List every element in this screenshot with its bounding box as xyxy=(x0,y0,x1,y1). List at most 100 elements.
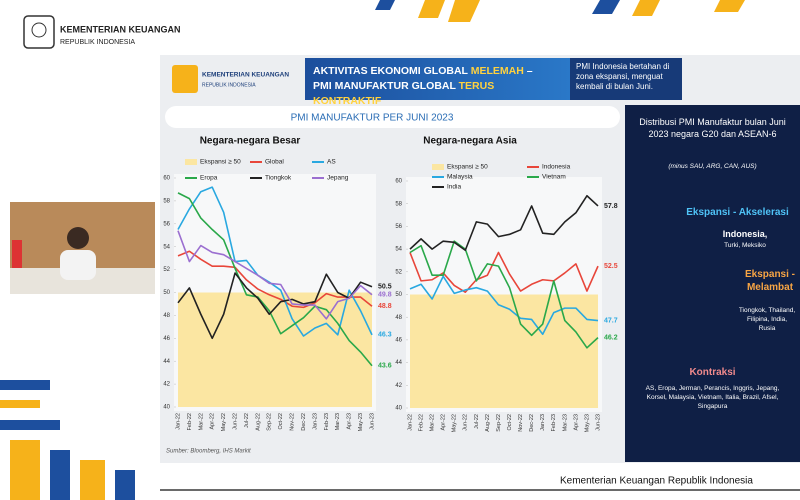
headline-highlight: MELEMAH xyxy=(470,65,524,77)
x-tick-label: Feb-22 xyxy=(419,414,425,431)
y-tick-label: 46 xyxy=(163,336,170,342)
y-tick-label: 50 xyxy=(163,290,170,296)
pie-category: Ekspansi - Melambat xyxy=(744,269,796,293)
logo xyxy=(23,15,55,49)
x-tick-label: Feb-23 xyxy=(324,413,330,430)
y-tick-label: 60 xyxy=(163,176,170,182)
x-tick-label: Mar-22 xyxy=(430,414,436,431)
end-label: 49.8 xyxy=(378,292,392,299)
series-line xyxy=(177,272,373,340)
x-tick-label: Aug-22 xyxy=(485,414,491,432)
end-label: 52.5 xyxy=(604,263,618,270)
y-tick-label: 44 xyxy=(395,360,402,366)
chart-title: Negara-negara Asia xyxy=(423,136,517,147)
pie-members: Turki, Meksiko xyxy=(724,242,766,249)
y-tick-label: 56 xyxy=(163,221,170,227)
series-line xyxy=(409,240,599,349)
legend-label: Indonesia xyxy=(542,164,571,171)
x-tick-label: Jul-22 xyxy=(474,414,480,429)
y-tick-label: 40 xyxy=(395,406,402,412)
decor xyxy=(115,470,135,500)
x-tick-label: Oct-22 xyxy=(278,413,284,430)
legend-label: Malaysia xyxy=(447,174,473,181)
decor xyxy=(632,0,660,16)
slide-logo xyxy=(172,65,198,93)
decor xyxy=(375,0,395,10)
slide-title-bg xyxy=(165,106,620,128)
legend-label: India xyxy=(447,184,461,191)
x-tick-label: Oct-22 xyxy=(507,414,513,431)
decor xyxy=(0,420,60,430)
x-tick-label: Jan-22 xyxy=(175,413,181,430)
legend-label: Jepang xyxy=(327,175,349,182)
ministry-sub: REPUBLIK INDONESIA xyxy=(60,39,135,46)
legend-label: Ekspansi ≥ 50 xyxy=(200,159,241,166)
x-tick-label: Apr-22 xyxy=(441,414,447,431)
x-tick-label: Dec-22 xyxy=(529,414,535,432)
y-tick-label: 52 xyxy=(395,269,402,275)
decor xyxy=(448,0,480,22)
y-tick-label: 58 xyxy=(395,201,402,207)
x-tick-label: Jun-22 xyxy=(233,413,239,430)
x-tick-label: Apr-23 xyxy=(347,413,353,430)
x-tick-label: May-23 xyxy=(358,413,364,431)
headline-part: PMI MANUFAKTUR GLOBAL xyxy=(313,80,456,92)
pie-members: Tiongkok, Thailand, Filipina, India, Rus… xyxy=(738,307,796,332)
series-line xyxy=(177,192,373,367)
source: Sumber: Bloomberg, IHS Markit xyxy=(166,449,251,455)
headline-line: AKTIVITAS EKONOMI GLOBAL MELEMAH – xyxy=(313,64,562,79)
x-tick-label: May-23 xyxy=(584,414,590,432)
series-line xyxy=(409,251,599,294)
pie-category: Kontraksi xyxy=(689,367,736,378)
y-tick-label: 50 xyxy=(395,292,402,298)
x-tick-label: Apr-22 xyxy=(210,413,216,430)
x-tick-label: Jan-23 xyxy=(540,414,546,431)
decor xyxy=(592,0,620,14)
chart-title: Negara-negara Besar xyxy=(200,136,301,147)
headline-highlight: TERUS KONTRAKTIF xyxy=(313,80,495,107)
y-tick-label: 54 xyxy=(395,247,402,253)
series-line xyxy=(177,230,373,320)
y-tick-label: 42 xyxy=(163,382,170,388)
series-line xyxy=(177,250,373,309)
pie-members: AS, Eropa, Jerman, Perancis, Inggris, Je… xyxy=(645,385,780,410)
y-tick-label: 58 xyxy=(163,198,170,204)
end-label: 47.7 xyxy=(604,317,618,324)
end-label: 43.6 xyxy=(378,363,392,370)
ministry: KEMENTERIAN KEUANGAN xyxy=(60,24,181,34)
x-tick-label: Nov-22 xyxy=(518,414,524,432)
x-tick-label: Dec-22 xyxy=(301,413,307,431)
legend-label: Ekspansi ≥ 50 xyxy=(447,164,488,171)
video-person xyxy=(60,250,96,280)
x-tick-label: Sep-22 xyxy=(496,414,502,432)
x-tick-label: Jun-23 xyxy=(369,413,375,430)
decor xyxy=(0,400,40,408)
legend-label: Vietnam xyxy=(542,174,566,181)
slide-title: PMI MANUFAKTUR PER JUNI 2023 xyxy=(291,113,454,124)
legend-label: AS xyxy=(327,159,336,166)
legend-swatch xyxy=(185,159,197,165)
footer: Kementerian Keuangan Republik Indonesia xyxy=(560,476,753,487)
series-line xyxy=(409,275,599,336)
x-tick-label: Nov-22 xyxy=(290,413,296,431)
decor xyxy=(50,450,70,500)
video-flag xyxy=(12,240,22,268)
headline-line: PMI MANUFAKTUR GLOBAL TERUS KONTRAKTIF xyxy=(313,79,562,109)
logo xyxy=(31,22,47,38)
y-tick-label: 54 xyxy=(163,244,170,250)
x-tick-label: May-22 xyxy=(452,414,458,432)
x-tick-label: Jun-23 xyxy=(595,414,601,431)
pie-title: Distribusi PMI Manufaktur bulan Juni 202… xyxy=(639,117,786,139)
x-tick-label: Jan-22 xyxy=(407,414,413,431)
series-line xyxy=(409,194,599,252)
y-tick-label: 46 xyxy=(395,337,402,343)
x-tick-label: Apr-23 xyxy=(573,414,579,431)
pie-highlight-member: Indonesia, xyxy=(722,229,768,239)
headline-part: AKTIVITAS EKONOMI GLOBAL xyxy=(313,65,468,77)
decor xyxy=(714,0,745,12)
slide-ministry-sub: REPUBLIK INDONESIA xyxy=(202,82,256,88)
pie-category: Ekspansi - Akselerasi xyxy=(686,207,789,218)
x-tick-label: Mar-23 xyxy=(562,414,568,431)
x-tick-label: Aug-22 xyxy=(255,413,261,431)
